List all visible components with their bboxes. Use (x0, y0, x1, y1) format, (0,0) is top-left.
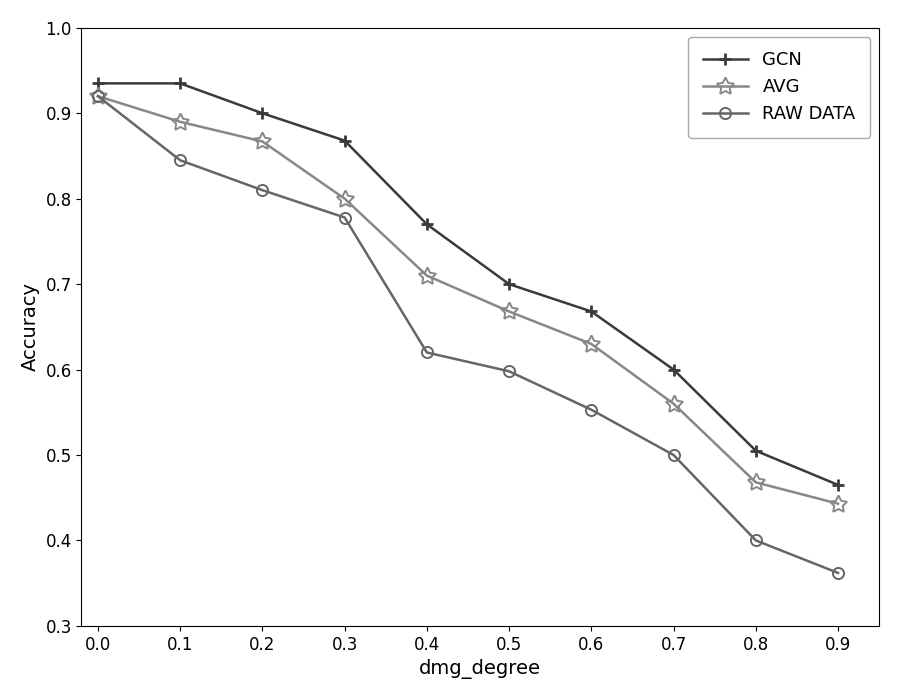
GCN (93, 79, 104, 88)
GCN (668, 365, 679, 374)
RAW DATA (175, 156, 185, 164)
Y-axis label: Accuracy: Accuracy (21, 282, 40, 372)
RAW DATA (504, 367, 515, 375)
RAW DATA (421, 349, 432, 357)
RAW DATA (668, 451, 679, 459)
AVG (832, 500, 843, 508)
AVG (93, 92, 104, 100)
Legend: GCN, AVG, RAW DATA: GCN, AVG, RAW DATA (688, 37, 870, 138)
X-axis label: dmg_degree: dmg_degree (419, 659, 541, 679)
AVG (751, 478, 761, 486)
AVG (421, 272, 432, 280)
GCN (832, 481, 843, 489)
GCN (504, 280, 515, 288)
RAW DATA (93, 92, 104, 100)
GCN (751, 447, 761, 455)
GCN (175, 79, 185, 88)
AVG (339, 195, 350, 203)
RAW DATA (586, 405, 597, 414)
AVG (668, 400, 679, 408)
RAW DATA (339, 214, 350, 222)
AVG (504, 307, 515, 316)
RAW DATA (832, 568, 843, 577)
RAW DATA (257, 186, 268, 195)
Line: GCN: GCN (92, 77, 844, 491)
Line: RAW DATA: RAW DATA (93, 90, 843, 578)
AVG (586, 340, 597, 348)
AVG (175, 118, 185, 126)
GCN (257, 109, 268, 118)
GCN (421, 220, 432, 228)
Line: AVG: AVG (89, 88, 847, 512)
RAW DATA (751, 536, 761, 545)
GCN (339, 136, 350, 145)
AVG (257, 137, 268, 146)
GCN (586, 307, 597, 316)
